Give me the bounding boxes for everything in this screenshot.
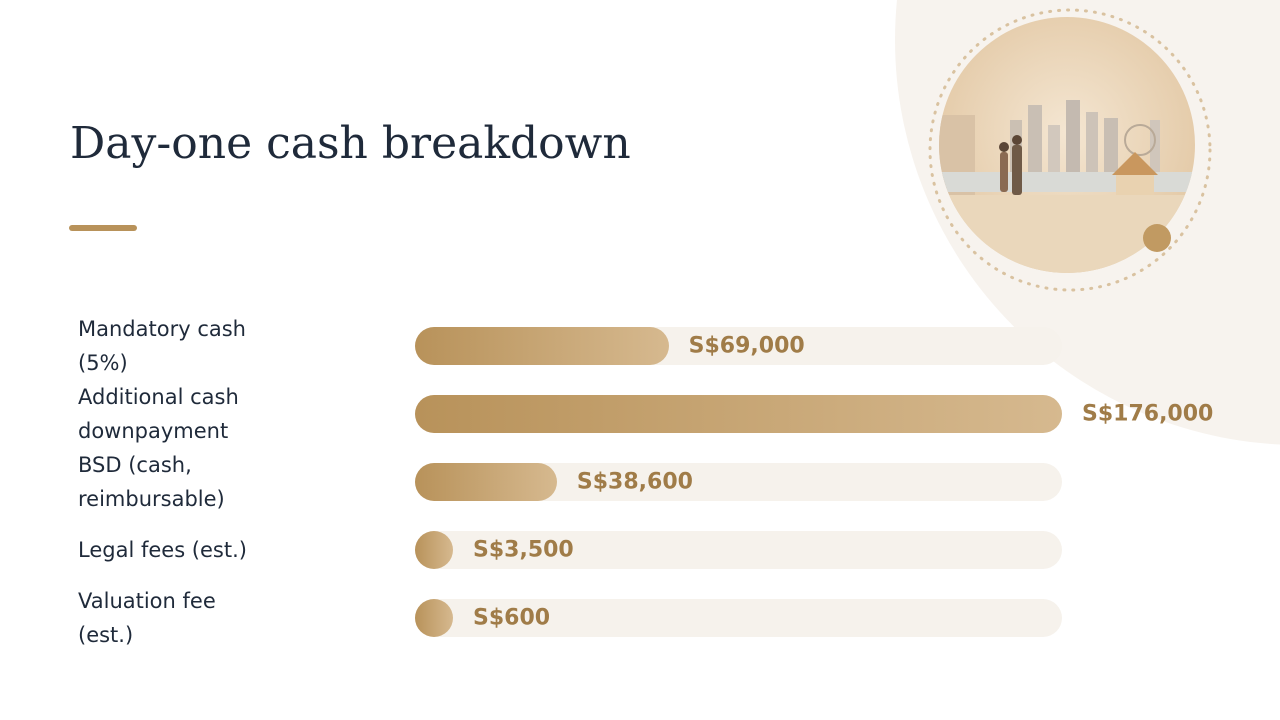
category-label: Additional cash downpayment: [78, 385, 239, 443]
bar: [415, 463, 557, 501]
value-label: S$69,000: [688, 333, 805, 359]
title-rule: [69, 225, 137, 231]
skyline: [939, 100, 1195, 273]
category-label: Valuation fee (est.): [78, 589, 216, 647]
chart-title: Day-one cash breakdown: [70, 118, 631, 169]
dotted-ring: [928, 8, 1212, 292]
value-label: S$3,500: [473, 537, 574, 563]
bar-track: [415, 531, 1062, 569]
accent-dot: [1143, 224, 1171, 252]
bar-track: [415, 599, 1062, 637]
category-label: Mandatory cash (5%): [78, 317, 246, 375]
value-label: S$38,600: [576, 469, 693, 495]
bar: [415, 327, 669, 365]
category-label: BSD (cash, reimbursable): [78, 453, 225, 511]
value-label: S$600: [473, 605, 551, 631]
category-label: Legal fees (est.): [78, 538, 247, 562]
value-label: S$176,000: [1082, 401, 1214, 427]
bar: [415, 395, 1062, 433]
bar: [415, 599, 453, 637]
bar: [415, 531, 453, 569]
